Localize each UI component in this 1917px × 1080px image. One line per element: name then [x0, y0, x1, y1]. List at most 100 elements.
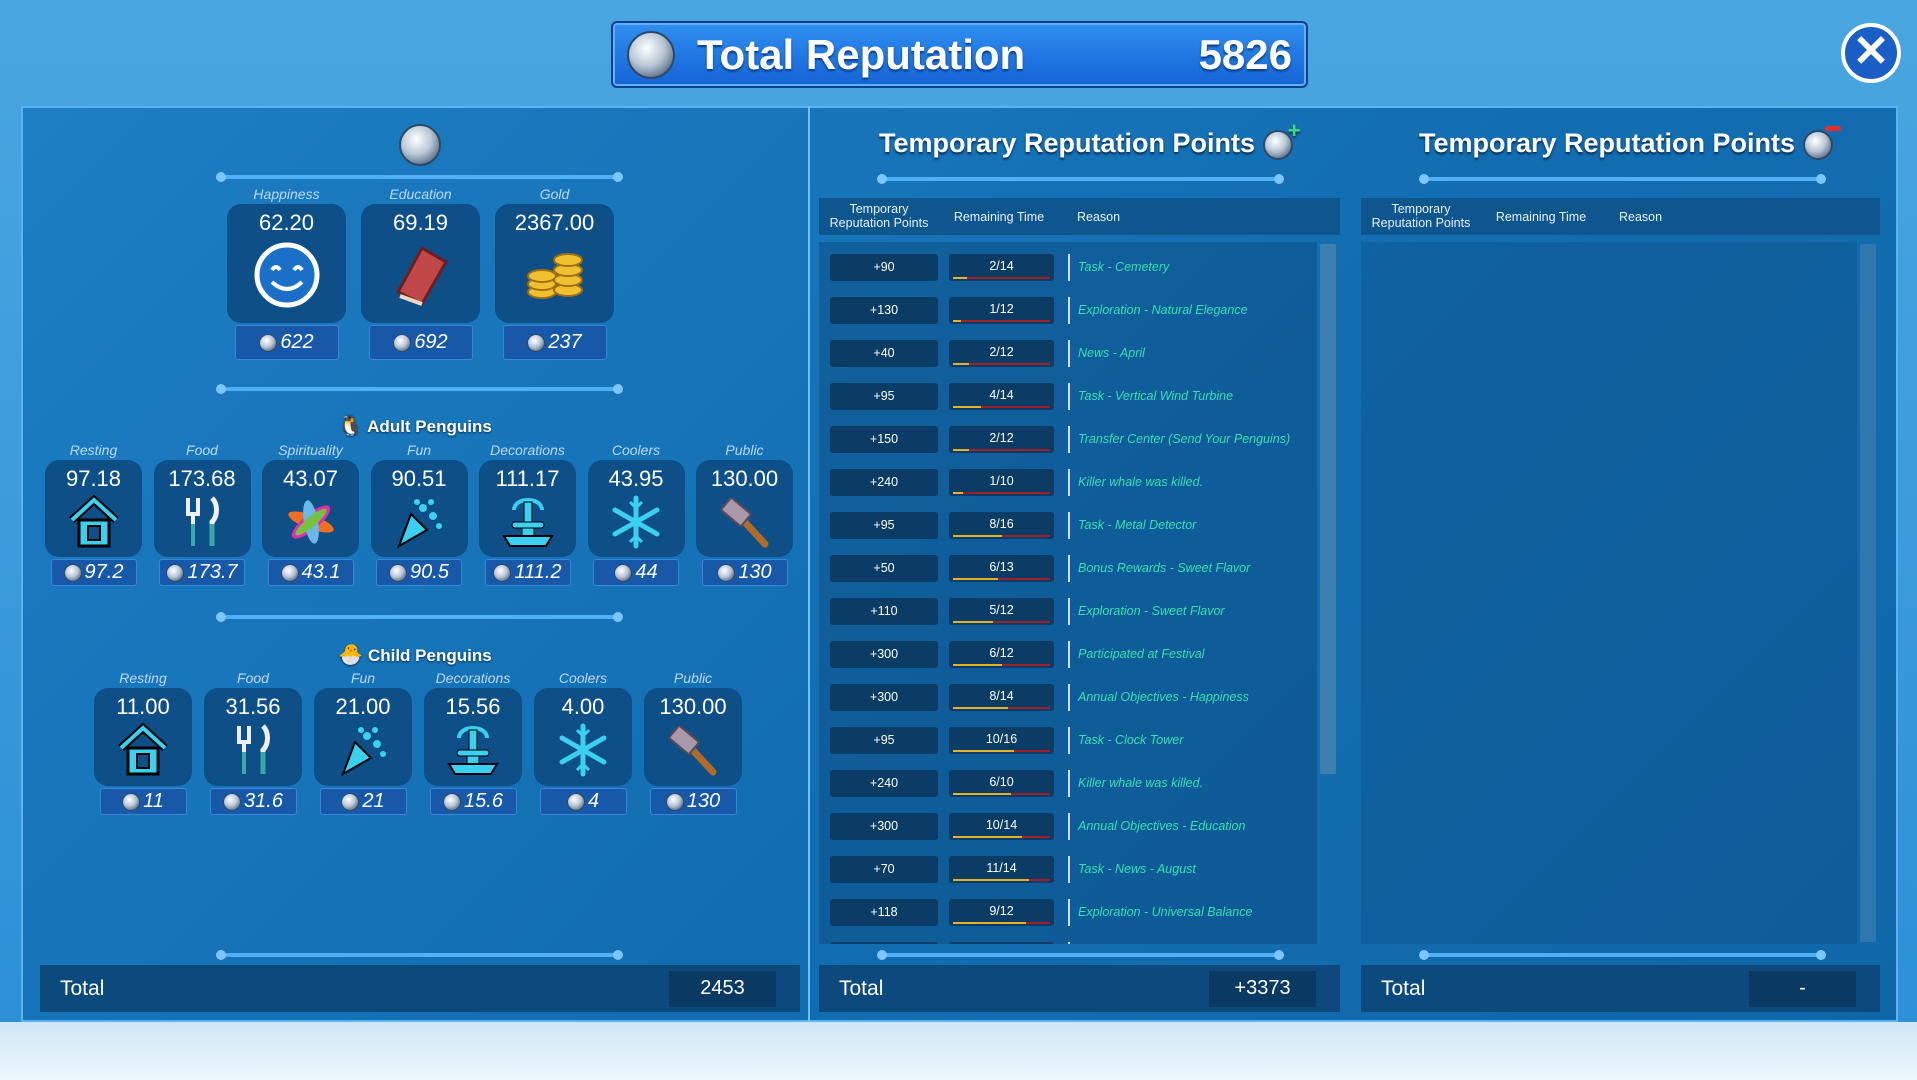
reason-cell: Annual Objectives - Happiness [1068, 684, 1249, 711]
reason-cell: Exploration - Universal Balance [1068, 899, 1252, 926]
stat-education-card[interactable]: 69.19 [361, 204, 480, 323]
adult-public-label: Public [725, 442, 764, 458]
divider [1419, 950, 1826, 960]
adult-coolers-reputation-badge: 44 [593, 559, 679, 586]
reputation-minus-icon [1802, 125, 1841, 160]
book-icon [361, 240, 480, 315]
child-coolers-card[interactable]: 4.00 [534, 688, 632, 786]
adult-coolers-label: Coolers [611, 442, 661, 458]
points-cell: +110 [830, 598, 938, 625]
total-value: +3373 [1209, 970, 1316, 1007]
child-food-card[interactable]: 31.56 [204, 688, 302, 786]
adult-spirituality-card[interactable]: 43.07 [262, 460, 359, 557]
reason-cell: Transfer Center (Send Your Penguins) [1068, 426, 1290, 453]
child-public-label: Public [673, 670, 713, 686]
child-coolers-value: 4.00 [561, 694, 605, 719]
scrollbar-thumb[interactable] [1320, 244, 1336, 774]
remaining-time-cell: 10/16 [949, 727, 1054, 754]
adult-fun-card[interactable]: 90.51 [370, 460, 468, 557]
remaining-time-cell: 1/12 [949, 297, 1054, 324]
remaining-time-cell: 5/12 [949, 598, 1054, 625]
reason-cell: Task - News - August [1068, 856, 1196, 883]
close-button[interactable]: ✕ [1841, 23, 1901, 83]
adult-fun-value: 90.51 [391, 466, 447, 491]
child-title: Child Penguins [367, 646, 492, 665]
reason-cell: Killer whale was killed. [1068, 469, 1203, 496]
stat-happiness-card[interactable]: 62.20 [227, 204, 346, 323]
adult-decorations-card[interactable]: 111.17 [479, 460, 576, 557]
adult-penguins-heading: 🐧 Adult Penguins [21, 413, 809, 438]
reputation-icon [341, 792, 360, 811]
adult-coolers-card[interactable]: 43.95 [587, 460, 685, 557]
adult-food-label: Food [186, 442, 218, 458]
remaining-time-cell: 2/12 [949, 426, 1054, 453]
remaining-time-cell: 8/16 [949, 512, 1054, 539]
negative-list[interactable] [1361, 242, 1857, 944]
child-food-value: 31.56 [225, 694, 281, 719]
adult-spirituality-value: 43.07 [282, 466, 339, 491]
remaining-time-cell: 9/12 [949, 899, 1054, 926]
reputation-icon [493, 563, 512, 582]
table-row: +50 6/13 Bonus Rewards - Sweet Flavor [830, 555, 1310, 582]
stat-gold-reputation-badge: 237 [502, 325, 607, 360]
child-food-label: Food [237, 670, 269, 686]
reputation-icon [443, 792, 462, 811]
time-progress-bar [953, 879, 1050, 881]
reason-cell: Task - Vertical Wind Turbine [1068, 383, 1233, 410]
panel-title: Temporary Reputation Points [1419, 125, 1841, 160]
divider [216, 950, 623, 960]
adult-public-value: 130.00 [710, 466, 779, 491]
reason-cell: Task - Cemetery [1068, 254, 1169, 281]
remaining-time-cell: 10/14 [949, 813, 1054, 840]
adult-decorations-reputation-badge: 111.2 [484, 559, 571, 586]
total-label: Total [839, 976, 884, 1000]
scrollbar-track[interactable] [1860, 244, 1876, 942]
hammer-icon [644, 722, 742, 783]
table-row-partial [830, 942, 1310, 944]
reputation-icon [399, 124, 441, 166]
positive-list[interactable]: +90 2/14 Task - Cemetery +130 1/12 Explo… [819, 242, 1317, 944]
table-row: +110 5/12 Exploration - Sweet Flavor [830, 598, 1310, 625]
table-row: +300 10/14 Annual Objectives - Education [830, 813, 1310, 840]
flower-icon [262, 494, 359, 555]
stat-gold-card[interactable]: 2367.00 [495, 204, 614, 323]
child-decorations-card[interactable]: 15.56 [424, 688, 522, 786]
child-resting-card[interactable]: 11.00 [94, 688, 192, 786]
time-progress-bar [953, 750, 1050, 752]
permanent-reputation-panel: Happiness 62.20 622 Education 69.19 692 Go… [21, 106, 809, 1022]
adult-fun-label: Fun [406, 442, 432, 458]
adult-resting-card[interactable]: 97.18 [45, 460, 142, 557]
divider [877, 174, 1284, 184]
column-header-points: Temporary Reputation Points [829, 202, 929, 230]
reputation-icon [389, 563, 408, 582]
total-reputation-header: Total Reputation 5826 [611, 21, 1308, 88]
remaining-time-cell: 2/14 [949, 254, 1054, 281]
total-reputation-value: 5826 [1198, 31, 1292, 78]
points-cell: +70 [830, 856, 938, 883]
child-public-card[interactable]: 130.00 [644, 688, 742, 786]
panel-title: Temporary Reputation Points + [879, 117, 1301, 160]
table-row: +240 6/10 Killer whale was killed. [830, 770, 1310, 797]
stat-gold-label: Gold [539, 186, 570, 202]
table-row: +40 2/12 News - April [830, 340, 1310, 367]
house-icon [94, 722, 192, 783]
panel-divider [808, 106, 810, 1022]
stat-happiness-value: 62.20 [258, 210, 315, 235]
reputation-icon [614, 563, 633, 582]
adult-public-card[interactable]: 130.00 [696, 460, 793, 557]
stat-education-label: Education [389, 186, 452, 202]
child-fun-card[interactable]: 21.00 [314, 688, 412, 786]
table-row: +95 4/14 Task - Vertical Wind Turbine [830, 383, 1310, 410]
stat-happiness-label: Happiness [253, 186, 320, 202]
adult-food-card[interactable]: 173.68 [153, 460, 251, 557]
adult-spirituality-label: Spirituality [278, 442, 343, 458]
reputation-icon [259, 333, 278, 352]
time-progress-bar [953, 707, 1050, 709]
time-progress-bar [953, 836, 1050, 838]
child-food-reputation-badge: 31.6 [209, 788, 297, 815]
child-coolers-reputation-badge: 4 [539, 788, 627, 815]
child-public-value: 130.00 [659, 694, 727, 719]
time-progress-bar [953, 320, 1050, 322]
column-header-time: Remaining Time [953, 210, 1045, 224]
table-row: +130 1/12 Exploration - Natural Elegance [830, 297, 1310, 324]
